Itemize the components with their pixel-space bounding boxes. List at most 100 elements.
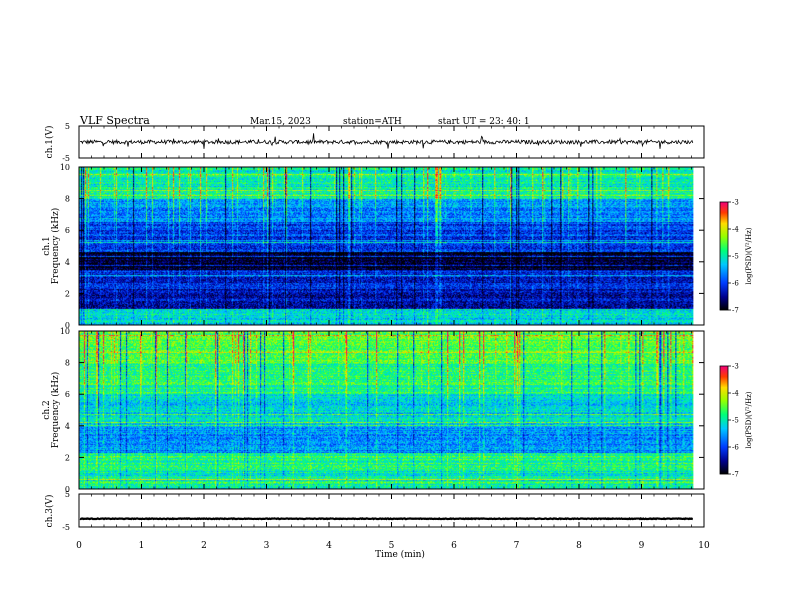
x-tick-label: 7	[514, 541, 520, 551]
colorbar-tick-label: -6	[732, 444, 739, 452]
colorbar-swatch	[720, 459, 728, 461]
colorbar-swatch	[720, 208, 728, 210]
colorbar-swatch	[720, 472, 728, 474]
colorbar-swatch	[720, 275, 728, 277]
ch3-ytick-bottom: -5	[62, 523, 70, 532]
colorbar-swatch	[720, 387, 728, 389]
colorbar-swatch	[720, 246, 728, 248]
colorbar-swatch	[720, 379, 728, 381]
colorbar-swatch	[720, 307, 728, 309]
colorbar-swatch	[720, 418, 728, 420]
colorbar-swatch	[720, 285, 728, 287]
colorbar-swatch	[720, 262, 728, 264]
y-tick-label: 2	[65, 289, 70, 298]
colorbar-swatch	[720, 449, 728, 451]
colorbar-swatch	[720, 244, 728, 246]
colorbar-swatch	[720, 230, 728, 232]
colorbar-swatch	[720, 444, 728, 446]
colorbar-swatch	[720, 394, 728, 396]
colorbar-swatch	[720, 295, 728, 297]
colorbar-swatch	[720, 410, 728, 412]
colorbar-swatch	[720, 217, 728, 219]
colorbar-swatch	[720, 270, 728, 272]
x-tick-label: 6	[451, 541, 457, 551]
colorbar-swatch	[720, 300, 728, 302]
colorbar-swatch	[720, 429, 728, 431]
colorbar-swatch	[720, 425, 728, 427]
x-axis-label: Time (min)	[375, 549, 425, 560]
ch2-spec-ylabel-channel: ch.2	[42, 400, 52, 419]
colorbar-swatch	[720, 454, 728, 456]
y-tick-label: 6	[65, 390, 70, 399]
y-tick-label: 10	[60, 163, 70, 172]
colorbar-swatch	[720, 260, 728, 262]
colorbar-swatch	[720, 298, 728, 300]
colorbar-swatch	[720, 367, 728, 369]
colorbar-swatch	[720, 301, 728, 303]
colorbar-swatch	[720, 238, 728, 240]
colorbar-swatch	[720, 226, 728, 228]
colorbar-swatch	[720, 420, 728, 422]
colorbar-swatch	[720, 469, 728, 471]
colorbar-swatch	[720, 211, 728, 213]
colorbar-swatch	[720, 428, 728, 430]
colorbar-swatch	[720, 207, 728, 209]
colorbar-swatch	[720, 406, 728, 408]
colorbar-swatch	[720, 383, 728, 385]
y-tick-label: 6	[65, 226, 70, 235]
colorbar-swatch	[720, 231, 728, 233]
colorbar-swatch	[720, 284, 728, 286]
colorbar-swatch	[720, 243, 728, 245]
colorbar-swatch	[720, 439, 728, 441]
colorbar-swatch	[720, 470, 728, 472]
colorbar-swatch	[720, 436, 728, 438]
colorbar-swatch	[720, 224, 728, 226]
colorbar-swatch	[720, 233, 728, 235]
colorbar-swatch	[720, 457, 728, 459]
colorbar-swatch	[720, 223, 728, 225]
colorbar-swatch	[720, 447, 728, 449]
colorbar-swatch	[720, 432, 728, 434]
colorbar-tick-label: -4	[732, 226, 739, 234]
colorbar-swatch	[720, 442, 728, 444]
ch3-ylabel: ch.3(V)	[44, 495, 55, 528]
y-tick-label: 8	[65, 359, 70, 368]
colorbar-swatch	[720, 368, 728, 370]
colorbar-swatch	[720, 445, 728, 447]
colorbar-swatch	[720, 258, 728, 260]
ch3-ytick-top: 5	[65, 490, 70, 499]
colorbar-swatch	[720, 261, 728, 263]
colorbar-swatch	[720, 236, 728, 238]
colorbar-swatch	[720, 305, 728, 307]
colorbar-swatch	[720, 249, 728, 251]
colorbar-swatch	[720, 423, 728, 425]
colorbar-swatch	[720, 281, 728, 283]
colorbar-swatch	[720, 369, 728, 371]
colorbar-swatch	[720, 426, 728, 428]
colorbar-swatch	[720, 218, 728, 220]
colorbar-swatch	[720, 265, 728, 267]
colorbar-swatch	[720, 464, 728, 466]
colorbar-swatch	[720, 278, 728, 280]
colorbar-tick-label: -5	[732, 417, 739, 425]
colorbar-swatch	[720, 385, 728, 387]
x-axis-tick-labels: 0 1 2 3 4 5 6 7 8 9 10	[76, 541, 710, 551]
colorbar-swatch	[720, 388, 728, 390]
colorbar-swatch	[720, 409, 728, 411]
colorbar-swatch	[720, 433, 728, 435]
colorbar-swatch	[720, 437, 728, 439]
colorbar-swatch	[720, 434, 728, 436]
colorbar-swatch	[720, 216, 728, 218]
colorbar-tick-label: -5	[732, 253, 739, 261]
colorbar-swatch	[720, 276, 728, 278]
colorbar-swatch	[720, 237, 728, 239]
colorbar-swatch	[720, 386, 728, 388]
colorbar-tick-label: -3	[732, 199, 739, 207]
colorbar-swatch	[720, 400, 728, 402]
colorbar-swatch	[720, 293, 728, 295]
colorbar-swatch	[720, 435, 728, 437]
ch1-spec-ylabel-frequency: Frequency (kHz)	[50, 208, 61, 285]
colorbar-swatch	[720, 451, 728, 453]
